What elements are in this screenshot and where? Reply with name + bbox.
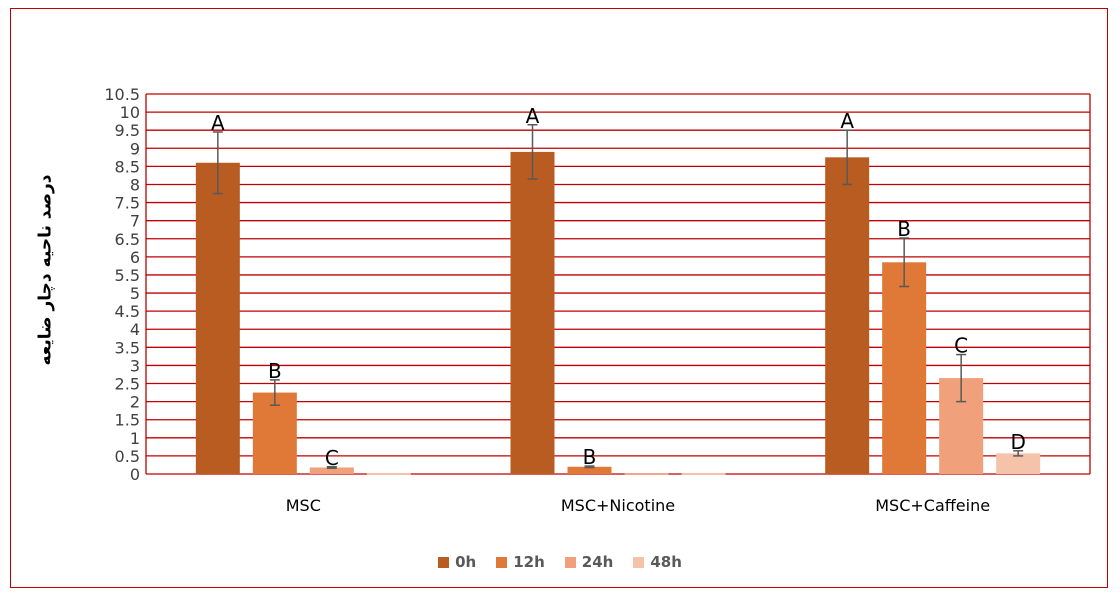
y-tick-label: 1 <box>130 429 140 448</box>
x-category-label: MSC <box>286 496 321 515</box>
significance-label: B <box>897 217 911 241</box>
y-tick-label: 0.5 <box>115 447 140 466</box>
legend-label: 24h <box>581 553 614 571</box>
significance-label: C <box>954 334 968 358</box>
significance-label: C <box>325 446 339 470</box>
y-tick-label: 1.5 <box>115 411 140 430</box>
bar <box>510 151 555 474</box>
bar <box>252 392 297 474</box>
x-category-label: MSC+Nicotine <box>561 496 675 515</box>
legend-label: 12h <box>513 553 545 571</box>
significance-label: A <box>840 109 854 133</box>
y-axis-title-container: درصد ناحیه دچار ضایعه <box>24 120 68 420</box>
legend-item: 0h <box>438 553 476 571</box>
significance-label: A <box>211 111 225 135</box>
legend-swatch <box>438 556 450 568</box>
legend-label: 0h <box>455 553 477 571</box>
y-tick-label: 0 <box>130 465 140 484</box>
bar <box>825 157 870 475</box>
y-tick-label: 6 <box>130 248 140 267</box>
y-tick-label: 2.5 <box>115 375 140 394</box>
y-tick-label: 3 <box>130 356 140 375</box>
y-tick-label: 3.5 <box>115 338 140 357</box>
y-axis-title: درصد ناحیه دچار ضایعه <box>36 174 56 366</box>
significance-label: A <box>526 104 540 128</box>
significance-label: B <box>583 445 597 469</box>
legend-item: 24h <box>564 553 614 571</box>
y-tick-label: 7.5 <box>115 194 140 213</box>
bar <box>882 262 927 474</box>
significance-label: D <box>1010 430 1025 454</box>
y-tick-label: 4.5 <box>115 302 140 321</box>
y-tick-label: 10 <box>120 103 140 122</box>
legend-swatch <box>633 556 645 568</box>
legend-label: 48h <box>650 553 682 571</box>
y-tick-label: 5.5 <box>115 266 140 285</box>
legend-swatch <box>496 556 508 568</box>
y-tick-label: 9 <box>130 139 140 158</box>
y-tick-label: 7 <box>130 212 140 231</box>
y-tick-label: 8 <box>130 175 140 194</box>
legend-item: 12h <box>496 553 545 571</box>
y-tick-label: 10.5 <box>104 85 140 104</box>
y-tick-label: 9.5 <box>115 121 140 140</box>
legend-swatch <box>564 556 576 568</box>
y-tick-label: 4 <box>130 320 140 339</box>
legend-item: 48h <box>633 553 682 571</box>
bar <box>567 466 612 474</box>
y-tick-label: 6.5 <box>115 230 140 249</box>
y-tick-label: 2 <box>130 393 140 412</box>
x-category-label: MSC+Caffeine <box>875 496 990 515</box>
y-tick-label: 5 <box>130 284 140 303</box>
bar <box>195 162 240 474</box>
bar <box>996 453 1041 474</box>
bar <box>309 467 354 474</box>
legend: 0h 12h 24h 48h <box>0 553 1120 571</box>
y-tick-label: 8.5 <box>115 157 140 176</box>
significance-label: B <box>268 359 282 383</box>
